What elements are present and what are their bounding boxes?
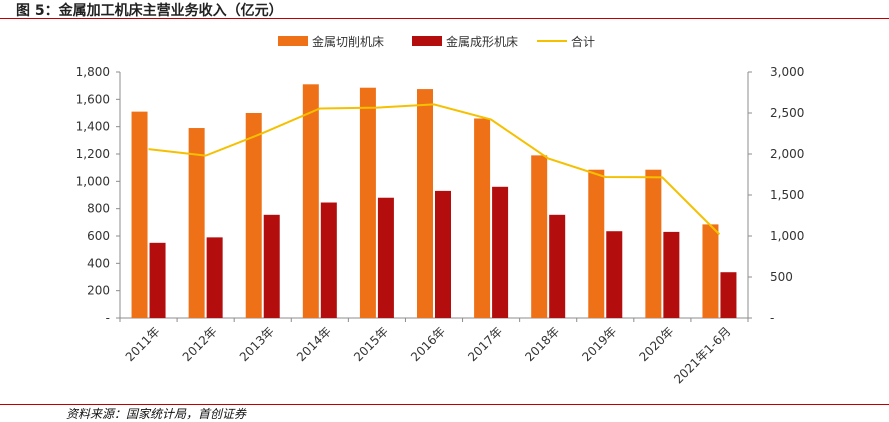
y-left-tick-label: 1,800	[76, 65, 110, 79]
y-left-tick-label: 1,600	[76, 92, 110, 106]
bar-forming	[263, 214, 280, 318]
bar-forming	[320, 202, 337, 318]
x-tick-label: 2021年1-6月	[671, 324, 733, 386]
bar-cutting	[531, 155, 548, 318]
x-tick-label: 2016年	[408, 324, 448, 364]
y-left-tick-label: -	[106, 311, 110, 325]
bar-forming	[149, 242, 166, 318]
y-right-tick-label: 1,000	[770, 229, 804, 243]
x-tick-label: 2020年	[637, 324, 677, 364]
y-right-tick-label: 3,000	[770, 65, 804, 79]
legend-label: 金属切削机床	[312, 34, 384, 49]
legend-label: 合计	[571, 34, 595, 49]
legend-label: 金属成形机床	[446, 34, 518, 49]
y-left-tick-label: 1,200	[76, 147, 110, 161]
legend-swatch	[412, 36, 442, 46]
bar-cutting	[417, 89, 433, 318]
x-tick-label: 2011年	[123, 324, 163, 364]
y-right-tick-label: 1,500	[770, 188, 804, 202]
source-divider	[0, 404, 889, 405]
bar-cutting	[645, 169, 662, 318]
x-tick-label: 2014年	[294, 324, 334, 364]
y-left-tick-label: 400	[87, 256, 110, 270]
y-right-tick-label: 2,500	[770, 106, 804, 120]
x-tick-label: 2015年	[351, 324, 391, 364]
title-divider	[0, 18, 889, 19]
x-tick-label: 2013年	[237, 324, 277, 364]
y-right-tick-label: -	[770, 311, 774, 325]
y-left-tick-label: 1,000	[76, 174, 110, 188]
x-tick-label: 2012年	[180, 324, 220, 364]
bar-forming	[663, 231, 680, 318]
bar-cutting	[359, 87, 376, 318]
y-left-tick-label: 600	[87, 229, 110, 243]
x-tick-label: 2018年	[522, 324, 562, 364]
bar-cutting	[588, 169, 605, 318]
x-tick-label: 2019年	[579, 324, 619, 364]
bar-cutting	[474, 118, 491, 318]
bar-forming	[549, 214, 566, 318]
bar-cutting	[702, 224, 719, 318]
legend-swatch	[278, 36, 308, 46]
bar-cutting	[245, 113, 262, 318]
bar-forming	[492, 186, 509, 318]
bar-forming	[606, 231, 623, 318]
x-tick-label: 2017年	[465, 324, 505, 364]
y-left-tick-label: 800	[87, 202, 110, 216]
figure-title: 图 5：金属加工机床主营业务收入（亿元）	[16, 3, 283, 19]
y-right-tick-label: 500	[770, 270, 793, 284]
y-left-tick-label: 200	[87, 284, 110, 298]
bar-cutting	[302, 84, 319, 318]
bar-cutting	[188, 128, 205, 318]
bar-forming	[435, 190, 451, 318]
y-left-tick-label: 1,400	[76, 120, 110, 134]
bar-forming	[720, 272, 737, 318]
bar-forming	[377, 197, 394, 318]
source-note: 资料来源：国家统计局，首创证券	[66, 407, 247, 421]
line-total	[148, 103, 721, 236]
bar-cutting	[131, 111, 148, 318]
y-right-tick-label: 2,000	[770, 147, 804, 161]
bar-forming	[206, 237, 223, 318]
